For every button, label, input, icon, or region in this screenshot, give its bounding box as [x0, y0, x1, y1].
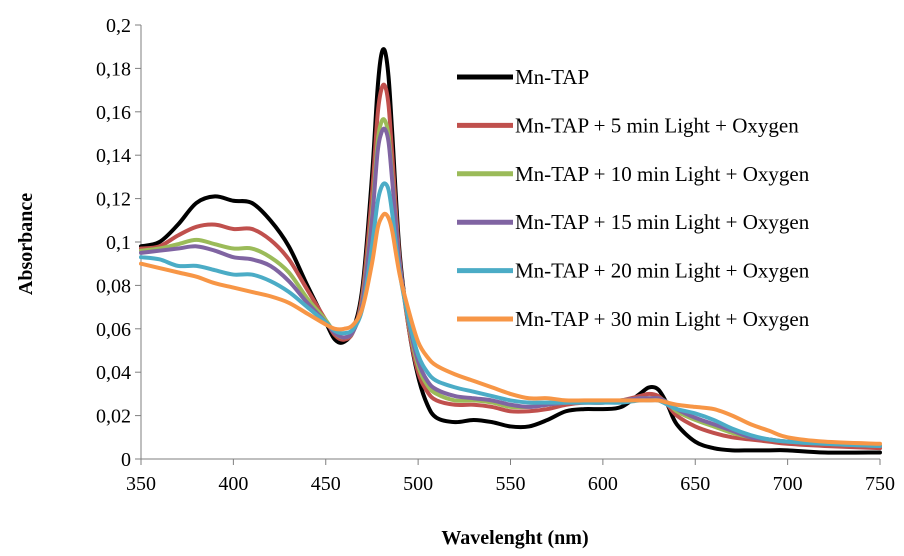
legend-label-4: Mn-TAP + 15 min Light + Oxygen	[515, 210, 810, 234]
x-tick-label: 650	[680, 473, 710, 495]
x-tick-label: 400	[218, 473, 248, 495]
y-tick-label: 0,18	[96, 58, 131, 80]
y-tick-label: 0,16	[96, 102, 131, 124]
legend-label-1: Mn-TAP	[515, 65, 589, 89]
x-tick-label: 600	[588, 473, 618, 495]
y-axis-title: Absorbance	[15, 193, 37, 295]
legend-label-3: Mn-TAP + 10 min Light + Oxygen	[515, 162, 810, 186]
series-layer	[139, 47, 882, 455]
legend-label-6: Mn-TAP + 30 min Light + Oxygen	[515, 307, 810, 331]
y-tick-label: 0,02	[96, 406, 131, 428]
y-tick-label: 0,08	[96, 275, 131, 297]
y-tick-label: 0,06	[96, 319, 131, 341]
x-tick-label: 450	[311, 473, 341, 495]
x-tick-label: 700	[773, 473, 803, 495]
x-tick-label: 550	[496, 473, 526, 495]
x-axis-title: Wavelenght (nm)	[441, 527, 588, 549]
legend-label-5: Mn-TAP + 20 min Light + Oxygen	[515, 259, 810, 283]
series-line-1	[139, 47, 882, 455]
legend-label-2: Mn-TAP + 5 min Light + Oxygen	[515, 113, 799, 137]
y-tick-label: 0,14	[96, 145, 131, 167]
series-line-2	[139, 82, 882, 451]
x-tick-label: 750	[865, 473, 895, 495]
y-tick-label: 0,04	[96, 362, 131, 384]
y-tick-label: 0,2	[106, 15, 131, 37]
x-tick-label: 500	[403, 473, 433, 495]
y-tick-label: 0	[121, 449, 131, 471]
y-tick-label: 0,1	[106, 232, 131, 254]
y-tick-label: 0,12	[96, 189, 131, 211]
axes: 0 0,02 0,04 0,06 0,08 0,1 0,12 0,14 0,16 0,18 0,2 3…	[96, 15, 895, 495]
legend: Mn-TAP Mn-TAP + 5 min Light + Oxygen Mn-TA…	[457, 65, 810, 331]
x-tick-label: 350	[126, 473, 156, 495]
series-line-6	[139, 211, 882, 446]
series-line-5	[139, 181, 882, 448]
